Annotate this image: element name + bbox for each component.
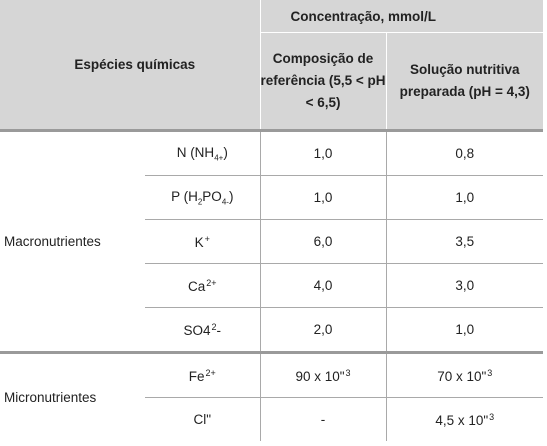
species-cell: K+ (145, 219, 261, 264)
solution-value: 3,5 (386, 219, 544, 264)
table-row: K+ 6,0 3,5 (0, 219, 544, 264)
reference-value: 4,0 (260, 263, 387, 308)
table-row: Ca2+ 4,0 3,0 (0, 263, 544, 308)
solution-value: 1,0 (386, 307, 544, 354)
table-row: SO42- 2,0 1,0 (0, 307, 544, 354)
species-cell: Cl" (145, 397, 261, 441)
reference-value: 90 x 10"3 (260, 352, 387, 398)
concentration-header: Concentração, mmol/L (259, 0, 544, 33)
species-cell: Ca2+ (145, 263, 261, 308)
reference-value: 2,0 (260, 307, 387, 354)
reference-value: 6,0 (260, 219, 387, 264)
species-cell: SO42- (145, 307, 261, 354)
table-row: Macronutrientes N (NH4+) 1,0 0,8 (0, 129, 544, 354)
species-cell: Fe2+ (145, 352, 261, 398)
species-cell: N (NH4+) (145, 129, 261, 176)
reference-value: 1,0 (260, 129, 387, 176)
solution-value: 3,0 (386, 263, 544, 308)
prepared-solution-header: Solução nutritiva preparada (pH = 4,3) (385, 32, 544, 131)
table-row: P (H2PO4-) 1,0 1,0 (0, 175, 544, 220)
solution-value: 0,8 (386, 129, 544, 176)
reference-value: - (260, 397, 387, 441)
solution-value: 1,0 (386, 175, 544, 220)
group-label-macronutrients: Macronutrientes (0, 129, 145, 354)
species-header: Espécies químicas (0, 0, 261, 131)
table-row: Micronutrientes Fe2+ 90 x 10"3 70 x 10"3 (0, 352, 544, 405)
reference-composition-header: Composição de referência (5,5 < pH < 6,5… (259, 32, 387, 131)
reference-value: 1,0 (260, 175, 387, 220)
species-cell: P (H2PO4-) (145, 175, 261, 220)
group-label-micronutrients: Micronutrientes (4, 390, 97, 405)
solution-value: 4,5 x 10"3 (435, 411, 495, 428)
table-row: Cl" - 4,5 x 10"3 (0, 397, 543, 441)
solution-value: 70 x 10"3 (386, 352, 544, 398)
